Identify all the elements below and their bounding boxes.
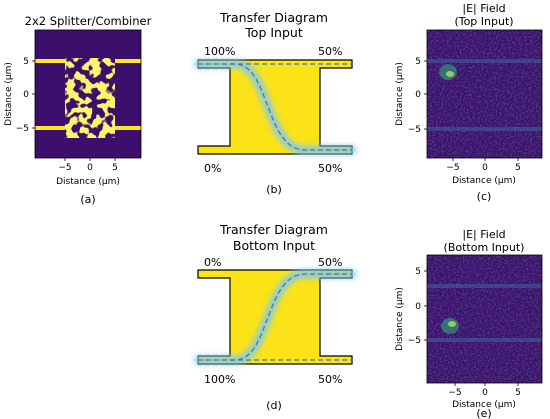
panel-e-plot [427, 255, 542, 383]
panel-e-field-speckle [427, 255, 542, 383]
panel-b-device-shape [197, 59, 353, 155]
panel-d-label-bottom-right: 50% [318, 373, 342, 386]
panel-e-ytick-label: 0 [415, 302, 421, 312]
panel-a: 2x2 Splitter/Combiner −5 0 5 5 0 −5 Dist… [4, 14, 152, 206]
panel-e-field-peak [448, 321, 456, 327]
panel-a-ytick-label: −5 [16, 124, 29, 134]
panel-b-caption: (b) [266, 183, 282, 196]
panel-d-caption: (d) [266, 399, 282, 412]
panel-b-title-line1: Transfer Diagram [219, 10, 328, 25]
panel-e-xticks: −5 0 5 [448, 383, 521, 398]
panel-a-xtick-label: 0 [87, 163, 93, 173]
panel-d-device-shape [197, 269, 353, 365]
panel-d-dashed-path [198, 273, 352, 361]
panel-b-label-top-right: 50% [318, 45, 342, 58]
panel-c-ytick-label: 0 [415, 90, 421, 100]
panel-a-xtick-label: −5 [58, 163, 71, 173]
panel-d-label-top-left: 0% [204, 256, 221, 269]
panel-b-label-bottom-right: 50% [318, 162, 342, 175]
panel-e-title-line2: (Bottom Input) [444, 241, 525, 254]
panel-e-ytick-label: 5 [415, 267, 421, 277]
panel-e-xtick-label: 5 [515, 388, 521, 398]
panel-a-topology [65, 58, 115, 138]
panel-d-label-bottom-left: 100% [204, 373, 235, 386]
panel-a-xtick-label: 5 [112, 163, 118, 173]
panel-c-title-line2: (Top Input) [454, 15, 513, 28]
panel-c-title-line1: |E| Field [462, 2, 505, 15]
panel-b: Transfer Diagram Top Input 100% 50% 0% 5… [193, 10, 357, 196]
panel-c-plot [427, 30, 542, 158]
panel-c-xtick-label: 0 [482, 163, 488, 173]
panel-b-label-top-left: 100% [204, 45, 235, 58]
panel-c-xticks: −5 0 5 [446, 158, 521, 173]
panel-b-label-bottom-left: 0% [204, 162, 221, 175]
panel-a-xticks: −5 0 5 [58, 158, 118, 173]
panel-c-ylabel: Distance (μm) [395, 62, 405, 126]
panel-a-ytick-label: 5 [23, 57, 29, 67]
panel-e-caption: (e) [476, 407, 491, 419]
panel-c-ytick-label: −5 [408, 125, 421, 135]
panel-a-ylabel: Distance (μm) [4, 62, 14, 126]
panel-e-ytick-label: −5 [408, 336, 421, 346]
panel-c-field-peak [446, 71, 454, 77]
panel-e-bottom-guide [427, 338, 542, 342]
panel-e-title-line1: |E| Field [462, 228, 505, 241]
panel-d: Transfer Diagram Bottom Input 0% 50% 100… [193, 222, 357, 412]
panel-a-title: 2x2 Splitter/Combiner [25, 14, 152, 28]
panel-b-dashed-path [198, 63, 352, 151]
panel-d-title-line1: Transfer Diagram [219, 222, 328, 237]
panel-c-xtick-label: −5 [446, 163, 459, 173]
panel-a-plot [35, 30, 141, 158]
panel-e-xlabel: Distance (μm) [452, 400, 516, 410]
panel-c-bottom-guide [427, 127, 542, 131]
panel-e: |E| Field (Bottom Input) −5 0 5 5 0 −5 [395, 228, 543, 419]
panel-e-yticks: 5 0 −5 [408, 267, 427, 346]
panel-c-top-guide [427, 59, 542, 63]
panel-e-xtick-label: 0 [482, 388, 488, 398]
panel-a-caption: (a) [80, 193, 95, 206]
panel-e-xtick-label: −5 [448, 388, 461, 398]
panel-d-title-line2: Bottom Input [233, 238, 315, 253]
panel-c-field-speckle [427, 30, 542, 158]
panel-e-ylabel: Distance (μm) [395, 287, 405, 351]
panel-d-label-top-right: 50% [318, 256, 342, 269]
panel-c-ytick-label: 5 [415, 57, 421, 67]
panel-c-xlabel: Distance (μm) [452, 176, 516, 186]
panel-e-top-guide [427, 284, 542, 288]
panel-a-ytick-label: 0 [23, 90, 29, 100]
panel-c-caption: (c) [477, 190, 492, 203]
panel-a-yticks: 5 0 −5 [16, 57, 35, 134]
panel-e-frame [426, 254, 543, 384]
panel-c: |E| Field (Top Input) −5 0 5 5 0 −5 D [395, 2, 543, 203]
panel-a-xlabel: Distance (μm) [56, 177, 120, 187]
panel-b-title-line2: Top Input [244, 25, 303, 40]
panel-c-xtick-label: 5 [515, 163, 521, 173]
panel-c-yticks: 5 0 −5 [408, 57, 427, 135]
